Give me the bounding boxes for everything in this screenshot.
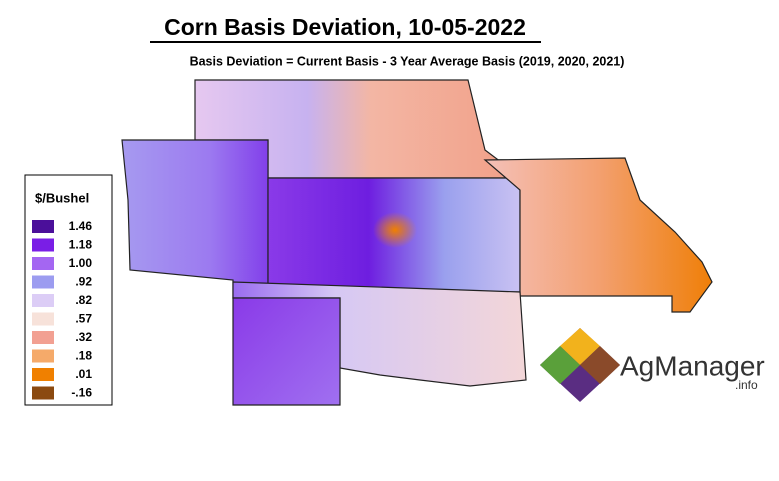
logo-sun bbox=[560, 328, 600, 365]
legend-label: .92 bbox=[75, 275, 92, 289]
title: Corn Basis Deviation, 10-05-2022 bbox=[164, 14, 526, 40]
logo-suffix: .info bbox=[735, 378, 758, 392]
legend-swatch bbox=[32, 257, 54, 270]
legend: 1.46 1.18 1.00 .92 .82 .57 .32 .18 .01 -.16 bbox=[32, 219, 92, 400]
legend-label: .32 bbox=[75, 330, 92, 344]
legend-swatch bbox=[32, 386, 54, 400]
colorado bbox=[121, 139, 269, 299]
logo-cow bbox=[580, 346, 620, 384]
hotspot bbox=[373, 212, 417, 248]
logo-leaf bbox=[540, 346, 580, 384]
legend-label: 1.46 bbox=[69, 219, 93, 233]
legend-box bbox=[24, 174, 113, 406]
logo-name: AgManager bbox=[620, 350, 765, 381]
legend-swatch bbox=[32, 331, 54, 344]
legend-label: 1.18 bbox=[69, 238, 93, 252]
legend-swatch bbox=[32, 349, 54, 363]
legend-swatch bbox=[32, 275, 54, 289]
subtitle: Basis Deviation = Current Basis - 3 Year… bbox=[190, 54, 625, 68]
texas-panhandle bbox=[232, 297, 341, 406]
legend-swatch bbox=[32, 312, 54, 326]
logo: AgManager .info bbox=[540, 328, 765, 402]
legend-label: .01 bbox=[75, 367, 92, 381]
legend-label: .82 bbox=[75, 293, 92, 307]
missouri bbox=[483, 157, 713, 313]
legend-title: $/Bushel bbox=[35, 190, 89, 205]
states bbox=[121, 79, 713, 406]
legend-label: -.16 bbox=[71, 386, 92, 400]
legend-swatch bbox=[32, 220, 54, 233]
legend-swatch bbox=[32, 368, 54, 381]
legend-label: 1.00 bbox=[69, 256, 93, 270]
legend-swatch bbox=[32, 294, 54, 307]
legend-swatch bbox=[32, 238, 54, 252]
legend-label: .57 bbox=[75, 312, 92, 326]
legend-label: .18 bbox=[75, 349, 92, 363]
